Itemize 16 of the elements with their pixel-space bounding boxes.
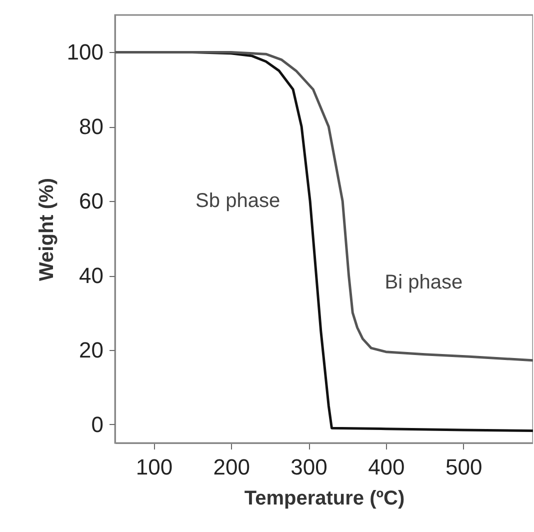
- x-tick-label: 500: [445, 454, 482, 480]
- series-label: Sb phase: [196, 190, 280, 212]
- x-tick-label: 200: [213, 454, 250, 480]
- x-tick-label: 400: [368, 454, 405, 480]
- y-tick-label: 100: [66, 40, 104, 65]
- line-series: [114, 50, 533, 362]
- y-tick-label: 0: [91, 412, 104, 437]
- y-tick-label: 80: [79, 114, 104, 140]
- series-label: Bi phase: [384, 272, 463, 294]
- x-axis-title: Temperature (ºC): [244, 488, 405, 510]
- x-tick-label: 300: [290, 454, 328, 480]
- y-tick-label: 60: [79, 188, 104, 214]
- x-tick-label: 100: [136, 454, 173, 480]
- y-tick-label: 20: [79, 337, 104, 362]
- y-tick-label: 40: [79, 263, 104, 288]
- y-axis-title: Weight (%): [36, 178, 58, 281]
